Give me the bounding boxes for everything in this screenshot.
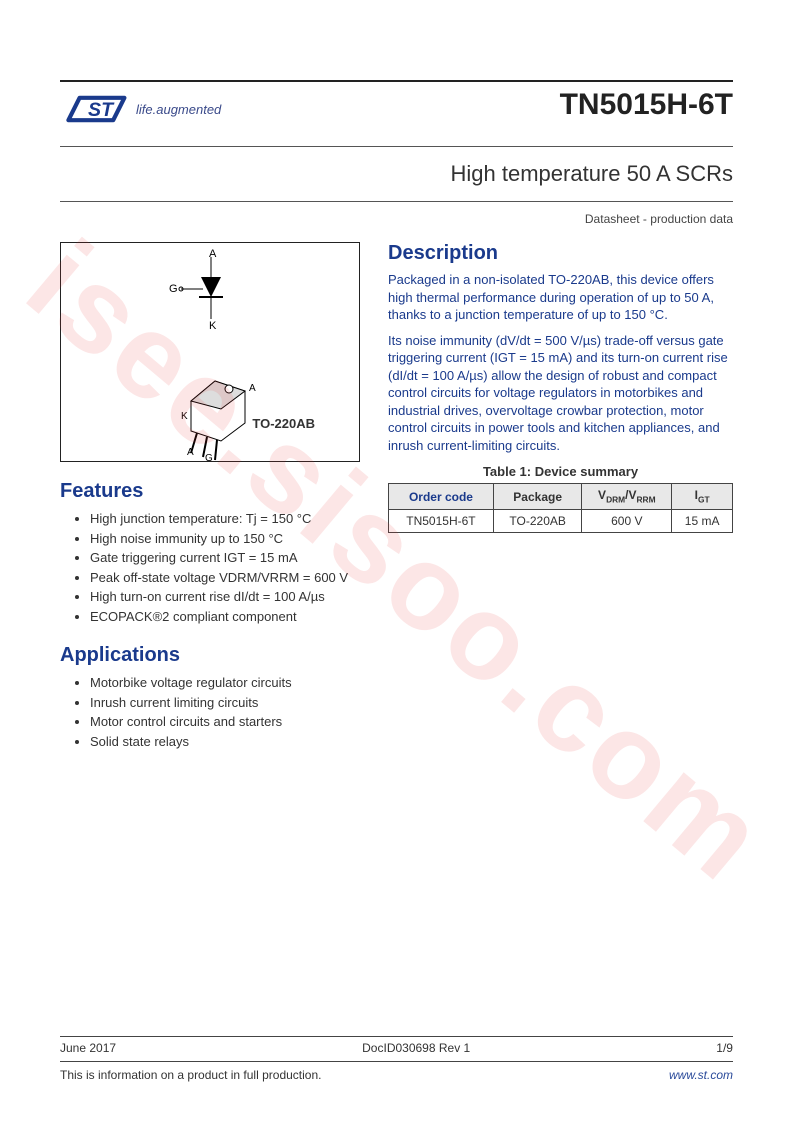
- applications-heading: Applications: [60, 644, 360, 667]
- part-number: TN5015H-6T: [560, 88, 733, 122]
- features-heading: Features: [60, 480, 360, 503]
- list-item: ECOPACK®2 compliant component: [90, 607, 360, 627]
- list-item: Motor control circuits and starters: [90, 712, 360, 732]
- rule-2: [60, 201, 733, 202]
- st-logo-icon: ST ST: [60, 88, 130, 130]
- table-row: TN5015H-6T TO-220AB 600 V 15 mA: [389, 509, 733, 532]
- list-item: Inrush current limiting circuits: [90, 693, 360, 713]
- footer: June 2017 DocID030698 Rev 1 1/9 This is …: [60, 1036, 733, 1082]
- svg-text:K: K: [181, 411, 188, 422]
- table-header: IGT: [672, 484, 733, 509]
- svg-text:G: G: [205, 453, 213, 461]
- table-header-row: Order code Package VDRM/VRRM IGT: [389, 484, 733, 509]
- doc-status-line: Datasheet - production data: [60, 212, 733, 226]
- footer-page: 1/9: [716, 1041, 733, 1055]
- list-item: High junction temperature: Tj = 150 °C: [90, 509, 360, 529]
- list-item: High turn-on current rise dI/dt = 100 A/…: [90, 587, 360, 607]
- table-caption: Table 1: Device summary: [388, 464, 733, 479]
- logo-tagline: life.augmented: [136, 102, 221, 117]
- list-item: Gate triggering current IGT = 15 mA: [90, 548, 360, 568]
- list-item: Peak off-state voltage VDRM/VRRM = 600 V: [90, 568, 360, 588]
- top-rule: [60, 80, 733, 82]
- rule-1: [60, 146, 733, 147]
- table-cell: TN5015H-6T: [389, 509, 494, 532]
- table-cell: 600 V: [582, 509, 672, 532]
- footer-production-note: This is information on a product in full…: [60, 1068, 321, 1082]
- package-diagram-box: A G K A K A G: [60, 242, 360, 462]
- footer-site-link[interactable]: www.st.com: [669, 1068, 733, 1082]
- svg-text:G: G: [169, 283, 178, 295]
- list-item: Motorbike voltage regulator circuits: [90, 673, 360, 693]
- subtitle: High temperature 50 A SCRs: [60, 161, 733, 187]
- footer-date: June 2017: [60, 1041, 116, 1055]
- table-header: VDRM/VRRM: [582, 484, 672, 509]
- table-header: Order code: [389, 484, 494, 509]
- header-row: ST ST life.augmented TN5015H-6T: [60, 88, 733, 130]
- st-logo-block: ST ST life.augmented: [60, 88, 221, 130]
- table-header: Package: [493, 484, 582, 509]
- table-cell: TO-220AB: [493, 509, 582, 532]
- svg-text:A: A: [249, 383, 256, 394]
- svg-text:ST: ST: [88, 99, 115, 121]
- package-name-label: TO-220AB: [252, 416, 315, 431]
- description-para-2: Its noise immunity (dV/dt = 500 V/µs) tr…: [388, 332, 733, 455]
- svg-text:K: K: [209, 320, 217, 332]
- table-cell: 15 mA: [672, 509, 733, 532]
- svg-text:A: A: [209, 248, 217, 260]
- description-heading: Description: [388, 242, 733, 265]
- scr-symbol-icon: A G K: [61, 247, 361, 367]
- svg-text:A: A: [187, 447, 194, 458]
- list-item: High noise immunity up to 150 °C: [90, 529, 360, 549]
- to220-package-icon: A K A G: [61, 351, 361, 461]
- footer-docid: DocID030698 Rev 1: [362, 1041, 470, 1055]
- device-summary-table: Order code Package VDRM/VRRM IGT TN5015H…: [388, 483, 733, 532]
- features-list: High junction temperature: Tj = 150 °C H…: [60, 509, 360, 626]
- applications-list: Motorbike voltage regulator circuits Inr…: [60, 673, 360, 751]
- description-para-1: Packaged in a non-isolated TO-220AB, thi…: [388, 271, 733, 324]
- list-item: Solid state relays: [90, 732, 360, 752]
